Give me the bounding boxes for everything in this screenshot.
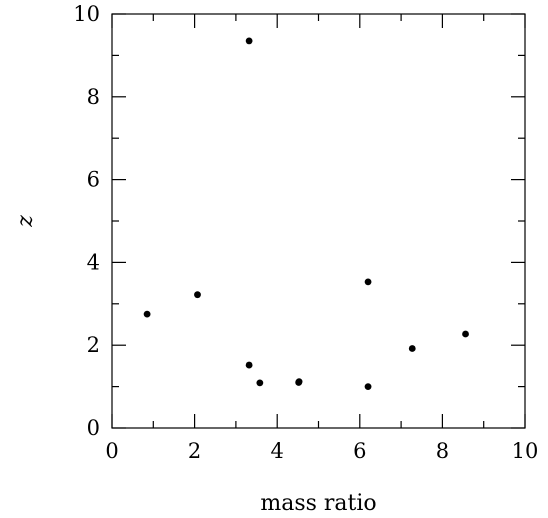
tick-labels: 0 2 4 6 8 10 0 2 4 6 8 10 bbox=[73, 2, 538, 463]
ticks bbox=[111, 13, 526, 429]
data-point bbox=[364, 383, 372, 390]
y-tick-label: 2 bbox=[87, 333, 100, 357]
x-axis-label: mass ratio bbox=[260, 491, 376, 516]
data-point bbox=[256, 379, 264, 387]
x-tick-label: 8 bbox=[436, 439, 449, 463]
x-tick-label: 10 bbox=[512, 439, 539, 463]
y-axis-label: z bbox=[13, 215, 38, 228]
data-point bbox=[245, 37, 253, 45]
data-point bbox=[295, 378, 303, 386]
data-point bbox=[143, 310, 151, 318]
data-point bbox=[462, 330, 469, 338]
y-tick-label: 0 bbox=[87, 416, 100, 440]
y-tick-label: 6 bbox=[87, 168, 100, 192]
data-points bbox=[143, 37, 469, 390]
y-tick-label: 4 bbox=[87, 250, 100, 274]
x-tick-label: 6 bbox=[353, 439, 366, 463]
plot-frame bbox=[111, 13, 526, 429]
data-point bbox=[194, 291, 201, 299]
data-point bbox=[364, 278, 372, 286]
x-tick-label: 4 bbox=[271, 439, 284, 463]
y-tick-label: 8 bbox=[87, 85, 100, 109]
y-tick-label: 10 bbox=[73, 2, 100, 26]
data-point bbox=[245, 361, 253, 369]
data-point bbox=[408, 345, 416, 352]
x-tick-label: 2 bbox=[188, 439, 201, 463]
x-tick-label: 0 bbox=[105, 439, 118, 463]
